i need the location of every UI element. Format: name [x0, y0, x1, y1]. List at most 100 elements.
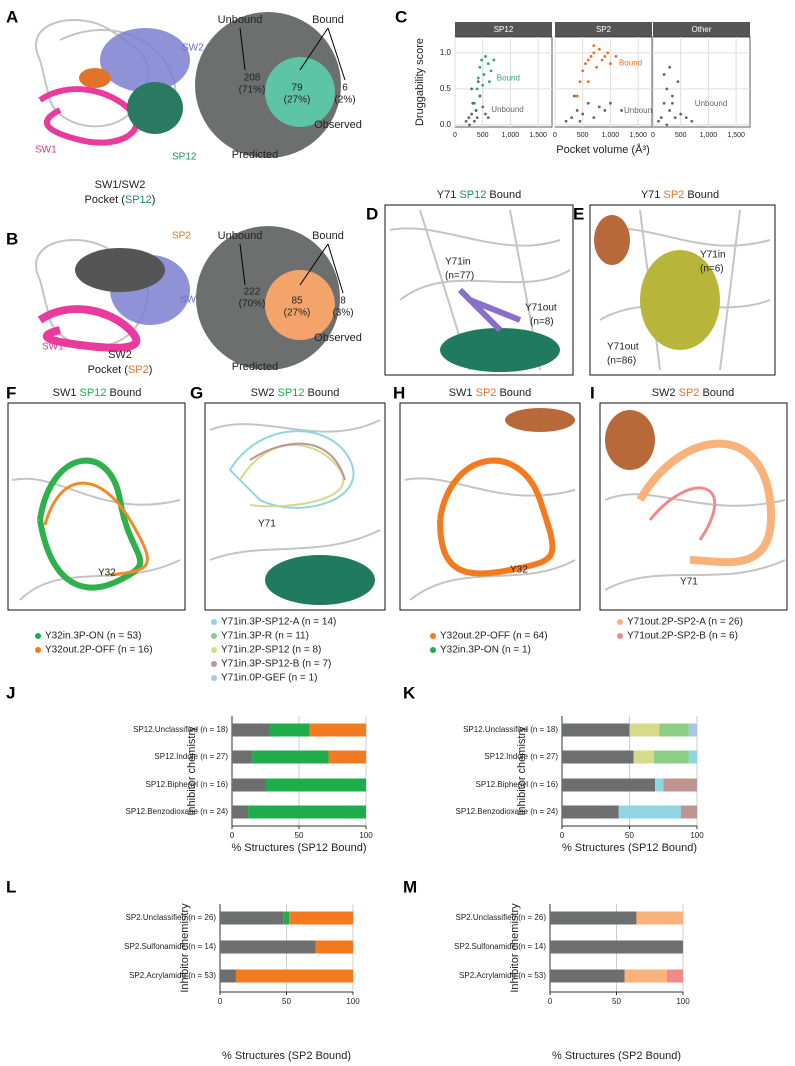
label: SW2 [180, 295, 202, 306]
legend-label: Y32out.2P-OFF (n = 16) [45, 645, 153, 656]
bar-segment [283, 911, 290, 925]
legend-label: Y71in.2P-SP12 (n = 8) [221, 645, 321, 656]
x-tick-label: 100 [346, 997, 360, 1006]
x-tick-label: 0 [453, 132, 457, 139]
y-tick-label: SP12.Indole (n = 27) [484, 752, 558, 761]
point [578, 80, 582, 84]
y71-in [457, 287, 522, 333]
y-tick-label: SP12.Unclassified (n = 18) [133, 725, 228, 734]
y71-out [640, 250, 720, 350]
point [475, 116, 479, 120]
bar-segment [618, 805, 681, 819]
venn-a: Unbound Bound 208 (71%) 79 (27%) 6 (2%) … [195, 12, 362, 161]
panel-title: Y71 SP2 Bound [641, 189, 719, 201]
venn-label: Observed [314, 332, 362, 344]
y-tick-label: SP12.Biphenyl (n = 16) [146, 780, 229, 789]
bar-segment [550, 911, 637, 925]
legend-marker [617, 633, 623, 639]
bar-segment [636, 911, 683, 925]
y-tick-label: SP2.Unclassified (n = 26) [126, 913, 217, 922]
point [486, 62, 490, 66]
point [620, 109, 623, 112]
facet-strip [653, 22, 750, 37]
title-part: Bound [486, 189, 521, 201]
bar-segment [248, 805, 366, 819]
switch2-region [100, 28, 190, 92]
label: (n=8) [530, 317, 554, 328]
point [471, 101, 475, 105]
x-tick-label: 1,500 [529, 132, 547, 139]
panel-f: SW1 SP12 Bound Y32 Y32in.3P-ON (n = 53) … [7, 387, 186, 656]
title-part: SP2 [663, 189, 684, 201]
point [478, 94, 482, 98]
legend-marker [211, 619, 217, 625]
point [592, 116, 596, 120]
legend-label: Y71in.3P-SP12-B (n = 7) [221, 659, 331, 670]
caption-part: Pocket ( [88, 364, 129, 376]
venn-label: Bound [312, 14, 344, 26]
panel-title: SW2 SP2 Bound [652, 387, 735, 399]
bar-segment [220, 969, 236, 983]
legend-marker [35, 647, 41, 653]
venn-count: 6 [342, 83, 348, 94]
legend-label: Y32out.2P-OFF (n = 64) [440, 631, 548, 642]
switch1-out [43, 481, 149, 577]
ligands [594, 215, 630, 265]
legend-marker [430, 647, 436, 653]
y-tick-label: SP2.Acrylamide (n = 53) [459, 971, 546, 980]
bar-segment [232, 723, 270, 737]
backbone [11, 477, 181, 601]
x-tick-label: 500 [577, 132, 589, 139]
x-tick-label: 1,500 [629, 132, 647, 139]
label: SW1 [42, 342, 64, 353]
panel-h: SW1 SP2 Bound Y32 Y32out.2P-OFF (n = 64)… [399, 387, 581, 656]
point [573, 94, 576, 98]
title-part: SW1 [449, 387, 476, 399]
y-axis-title: Inhibitor chemistry [179, 903, 191, 993]
legend-marker [430, 633, 436, 639]
point [482, 73, 486, 76]
panel-label: D [366, 204, 378, 223]
sp2-pocket [75, 248, 165, 292]
x-tick-label: 1,000 [502, 132, 520, 139]
panel-label: L [6, 877, 16, 896]
bar-segment [562, 778, 656, 792]
bar-segment [220, 940, 316, 954]
title-part: SW2 [251, 387, 278, 399]
title-part: Bound [684, 189, 719, 201]
point [476, 80, 480, 84]
x-tick-label: 50 [295, 831, 304, 840]
bar-segment [232, 805, 249, 819]
bar-segment [232, 750, 253, 764]
venn-pct: (70%) [239, 299, 266, 310]
title-part: SW2 [652, 387, 679, 399]
legend-marker [211, 647, 217, 653]
point [665, 123, 669, 127]
bar-segment [235, 969, 353, 983]
x-tick-label: 100 [359, 831, 373, 840]
venn-pct: (2%) [334, 95, 355, 106]
y-tick-label: SP2.Acrylamide (n = 53) [129, 971, 216, 980]
bar-segment [315, 940, 353, 954]
legend-label: Y32in.3P-ON (n = 1) [440, 645, 531, 656]
venn-count: 208 [244, 73, 261, 84]
point [597, 105, 601, 109]
ligands [505, 408, 575, 432]
y-tick-label: SP2.Unclassified (n = 26) [456, 913, 547, 922]
ligands [440, 328, 560, 372]
panel-label: B [6, 229, 18, 248]
y-tick-label: SP2.Sulfonamide (n = 14) [454, 942, 546, 951]
title-part: Bound [304, 387, 339, 399]
venn-count: 85 [291, 296, 303, 307]
caption: SW2 [108, 349, 132, 361]
switch2-a [636, 439, 776, 567]
facet-strip [455, 22, 552, 37]
switch1-region [37, 305, 141, 352]
venn-observed [265, 57, 335, 127]
x-tick-label: 50 [612, 997, 621, 1006]
panel-label: C [395, 7, 407, 26]
structure-b: SP2 SW2 SW1 SW2 Pocket (SP2) [35, 231, 202, 376]
point [676, 80, 680, 84]
x-tick-label: 0 [548, 997, 553, 1006]
x-axis-title: % Structures (SP12 Bound) [562, 842, 697, 854]
